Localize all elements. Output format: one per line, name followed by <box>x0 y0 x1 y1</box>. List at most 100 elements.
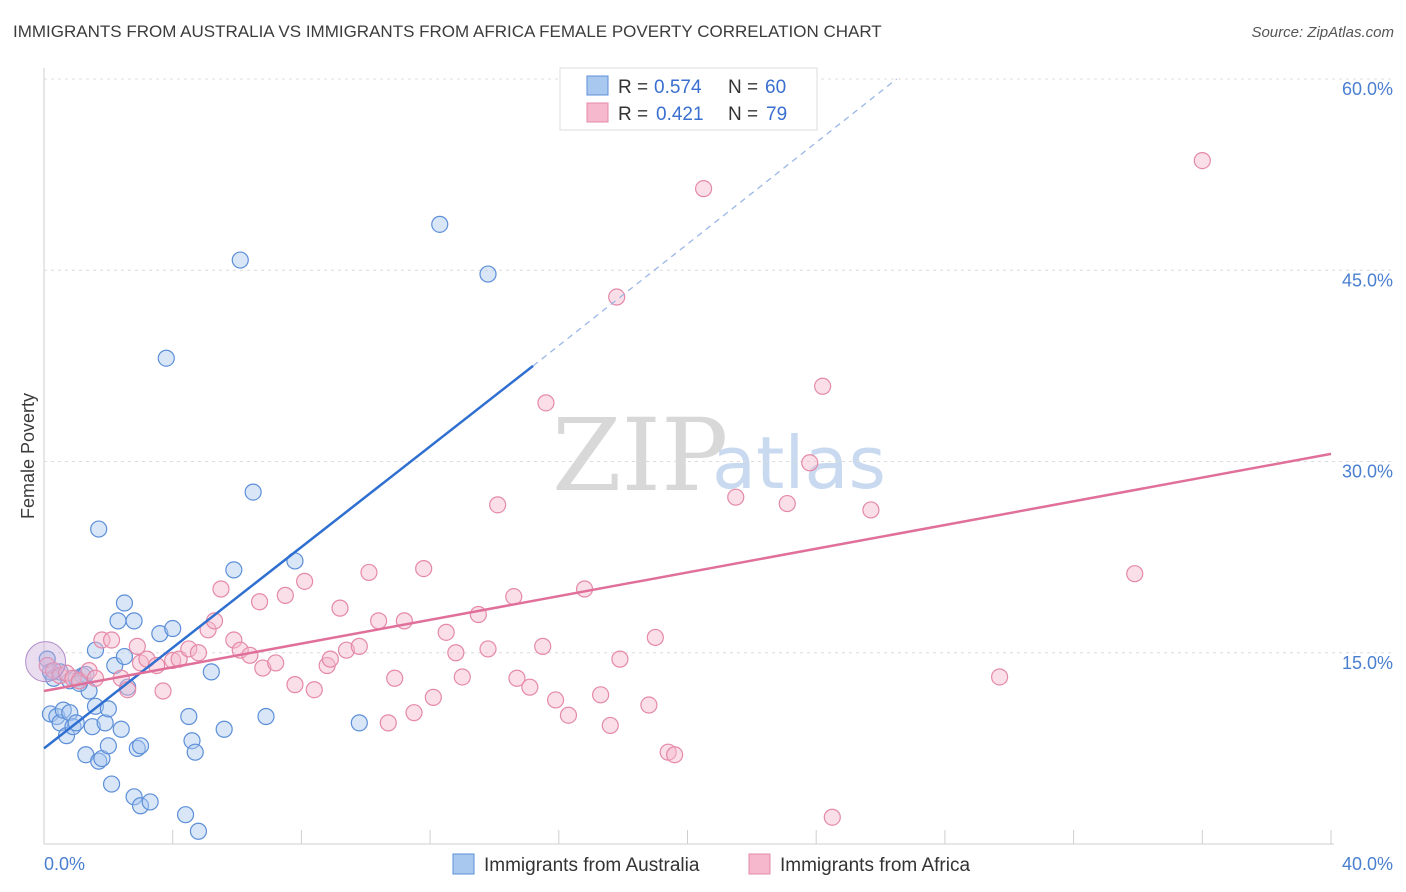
legend-n-label-australia: N = <box>728 77 758 98</box>
australia-point <box>186 743 204 761</box>
australia-point <box>164 619 182 638</box>
africa-point <box>180 640 198 658</box>
bottom-legend-swatch-africa <box>748 853 771 875</box>
africa-point <box>189 644 208 662</box>
africa-point <box>93 631 111 649</box>
australia-point <box>90 752 108 770</box>
axes <box>43 68 1334 845</box>
australia-point <box>125 788 143 806</box>
australia-point <box>115 647 134 666</box>
africa-point <box>608 288 626 306</box>
africa-point <box>305 681 323 699</box>
australia-point <box>157 349 175 367</box>
africa-point <box>250 593 269 611</box>
africa-point <box>611 650 629 668</box>
africa-point <box>424 688 442 706</box>
legend-r-value-africa: 0.421 <box>656 104 704 125</box>
legend-n-label-africa: N = <box>728 104 758 125</box>
australia-point <box>189 822 208 840</box>
africa-point <box>331 599 349 617</box>
australia-point <box>180 707 198 726</box>
africa-point <box>405 704 423 722</box>
watermark: ZIP atlas <box>552 397 886 514</box>
africa-point <box>727 488 745 506</box>
africa-point <box>379 714 397 732</box>
y-tick-label: 60.0% <box>1342 79 1393 99</box>
africa-point <box>447 644 465 662</box>
australia-point <box>96 714 114 732</box>
y-tick-label: 15.0% <box>1342 653 1393 673</box>
legend-n-value-australia: 60 <box>765 77 786 98</box>
australia-point <box>83 718 101 736</box>
bottom-legend: Immigrants from Australia Immigrants fro… <box>452 853 970 876</box>
africa-point <box>479 640 497 658</box>
watermark-zip: ZIP <box>552 397 728 514</box>
cluster-point <box>25 641 67 683</box>
africa-point <box>212 580 230 598</box>
africa-point <box>489 496 507 514</box>
source-label: Source: ZipAtlas.com <box>1251 24 1394 41</box>
africa-point <box>267 654 285 672</box>
africa-point <box>823 808 841 826</box>
y-tick-label: 30.0% <box>1342 462 1393 482</box>
africa-point <box>592 686 610 704</box>
legend-swatch-africa <box>586 102 609 123</box>
australia-point <box>102 775 121 793</box>
australia-point <box>99 737 117 755</box>
legend-r-label-australia: R = <box>618 77 648 98</box>
australia-point <box>86 641 105 659</box>
africa-point <box>199 621 217 639</box>
australia-point <box>479 265 497 283</box>
x-ticks <box>43 830 1332 844</box>
africa-point <box>521 678 539 696</box>
australia-point <box>90 520 108 538</box>
series-australia-points <box>38 215 497 840</box>
australia-point <box>151 625 169 643</box>
australia-point <box>112 720 130 738</box>
australia-point <box>128 739 146 757</box>
australia-trendline <box>43 364 534 750</box>
y-tick-label: 45.0% <box>1342 270 1393 290</box>
australia-point <box>109 612 127 630</box>
bottom-legend-swatch-australia <box>452 853 475 875</box>
africa-point <box>778 494 796 513</box>
africa-point <box>601 716 619 735</box>
africa-point <box>814 377 832 395</box>
australia-point <box>61 704 79 722</box>
africa-point <box>1126 565 1144 583</box>
australia-point <box>350 714 368 732</box>
australia-point <box>115 594 134 612</box>
australia-point <box>231 251 249 269</box>
africa-point <box>1193 152 1211 170</box>
africa-point <box>990 668 1009 686</box>
legend-swatch-australia <box>586 75 609 96</box>
africa-point <box>102 631 121 649</box>
africa-point <box>559 706 578 724</box>
africa-point <box>360 563 378 582</box>
australia-point <box>125 612 143 630</box>
africa-point <box>537 394 555 412</box>
legend-r-label-africa: R = <box>618 104 648 125</box>
africa-point <box>862 501 880 519</box>
africa-trendline <box>43 452 1332 693</box>
bottom-legend-label-australia: Immigrants from Australia <box>484 855 700 876</box>
africa-point <box>546 691 565 709</box>
y-tick-labels: 15.0% 30.0% 45.0% 60.0% <box>1342 79 1393 673</box>
australia-point <box>225 561 243 579</box>
africa-point <box>801 454 819 472</box>
africa-point <box>666 746 684 764</box>
australia-point <box>202 663 220 681</box>
africa-point <box>415 559 433 578</box>
trendlines <box>43 78 1332 750</box>
africa-point <box>640 696 658 714</box>
australia-point <box>99 700 117 718</box>
africa-point <box>453 668 471 686</box>
africa-point <box>437 623 455 641</box>
africa-point <box>154 682 172 700</box>
australia-point <box>176 806 195 824</box>
legend-r-value-australia: 0.574 <box>654 77 702 98</box>
africa-point <box>276 586 294 604</box>
x-tick-label-max: 40.0% <box>1342 854 1393 874</box>
bottom-legend-label-africa: Immigrants from Africa <box>780 855 970 876</box>
africa-point <box>646 628 664 647</box>
